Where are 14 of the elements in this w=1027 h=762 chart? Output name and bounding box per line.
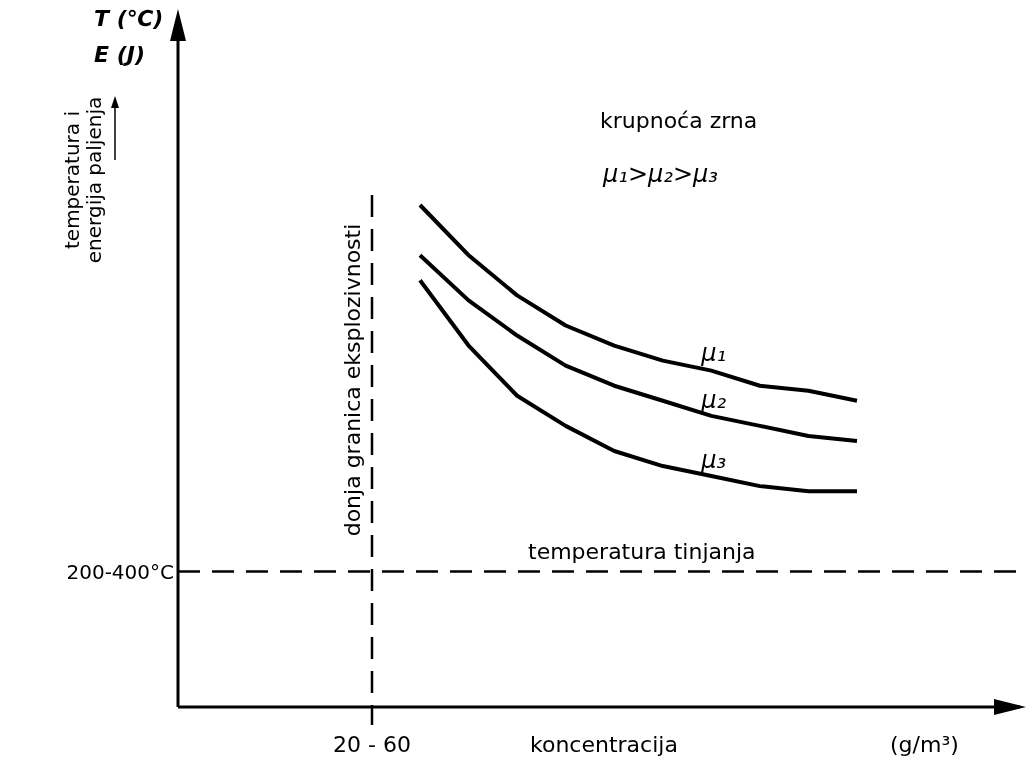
text: 200-400°C: [66, 560, 174, 585]
series-label: μ₂: [700, 385, 727, 414]
text: krupnoća zrna: [600, 108, 758, 133]
series-label: μ₁: [700, 338, 727, 367]
text: E (J): [94, 42, 145, 67]
text: (g/m³): [890, 732, 959, 757]
text: 20 - 60: [333, 732, 411, 757]
series-label: μ₃: [700, 446, 727, 475]
ref-line-label: temperatura tinjanja: [528, 539, 756, 565]
text: T (℃): [94, 6, 164, 31]
text: donja granica eksplozivnosti: [339, 223, 365, 537]
text: μ₁>μ₂>μ₃: [602, 160, 718, 188]
text: temperatura i energija paljenja: [60, 96, 107, 264]
x-axis-title: koncentracija: [530, 732, 678, 757]
